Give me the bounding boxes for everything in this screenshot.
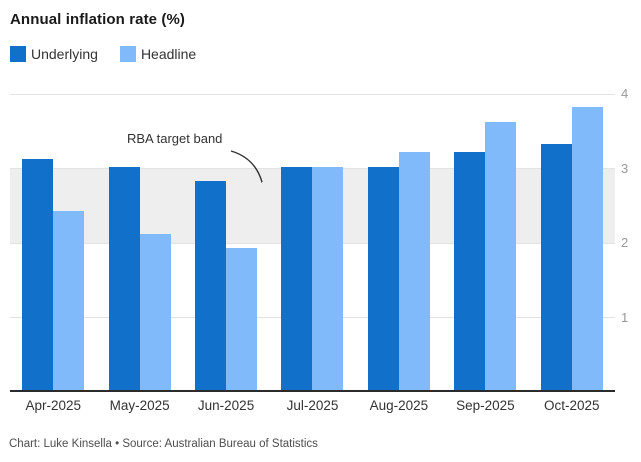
bar-underlying-oct-2025	[540, 144, 572, 390]
legend-item-underlying: Underlying	[10, 46, 98, 62]
bar-headline-aug-2025	[398, 151, 430, 390]
bar-underlying-may-2025	[108, 166, 140, 390]
legend-swatch-headline	[119, 46, 136, 62]
chart-footer: Chart: Luke Kinsella • Source: Australia…	[9, 438, 318, 450]
bar-headline-jun-2025	[226, 248, 258, 390]
plot-area: RBA target band 1 2 3 4 Apr-2025 May-2025 Jun-…	[10, 86, 628, 413]
bar-group-may-2025	[96, 94, 182, 390]
xtick-label-jun-2025: Jun-2025	[197, 398, 255, 413]
bar-group-sep-2025	[442, 94, 528, 390]
xtick-label-oct-2025: Oct-2025	[544, 398, 600, 413]
bar-headline-sep-2025	[485, 121, 517, 390]
bar-headline-oct-2025	[571, 106, 603, 390]
bar-headline-jul-2025	[312, 166, 344, 390]
bar-underlying-jul-2025	[281, 166, 313, 390]
xtick-label-may-2025: May-2025	[109, 398, 170, 413]
annotation-arrow-icon	[230, 150, 280, 192]
xtick-label-aug-2025: Aug-2025	[369, 398, 429, 413]
annotation-rba-target-band: RBA target band	[127, 131, 223, 146]
bar-group-jun-2025	[183, 94, 269, 390]
ytick-label-4: 4	[621, 86, 629, 101]
chart-legend: Underlying Headline	[10, 46, 218, 62]
xtick-label-sep-2025: Sep-2025	[456, 398, 515, 413]
bar-group-apr-2025	[10, 94, 96, 390]
legend-label-underlying: Underlying	[31, 46, 98, 62]
bar-headline-apr-2025	[53, 211, 85, 390]
xtick-label-apr-2025: Apr-2025	[25, 398, 81, 413]
chart-title: Annual inflation rate (%)	[10, 11, 185, 28]
legend-item-headline: Headline	[119, 46, 197, 62]
legend-label-headline: Headline	[140, 46, 197, 62]
bar-underlying-apr-2025	[22, 159, 54, 390]
ytick-label-3: 3	[621, 160, 629, 176]
bar-group-oct-2025	[529, 94, 615, 390]
bar-group-jul-2025	[269, 94, 355, 390]
bar-underlying-aug-2025	[367, 166, 399, 390]
bar-group-aug-2025	[356, 94, 442, 390]
bar-headline-may-2025	[139, 233, 171, 390]
legend-swatch-underlying	[10, 46, 26, 62]
gridline-y-4	[10, 93, 615, 95]
ytick-label-2: 2	[621, 235, 629, 250]
xtick-label-jul-2025: Jul-2025	[286, 398, 339, 413]
bar-underlying-jun-2025	[195, 181, 227, 390]
ytick-label-1: 1	[621, 309, 629, 325]
bar-underlying-sep-2025	[454, 151, 486, 390]
